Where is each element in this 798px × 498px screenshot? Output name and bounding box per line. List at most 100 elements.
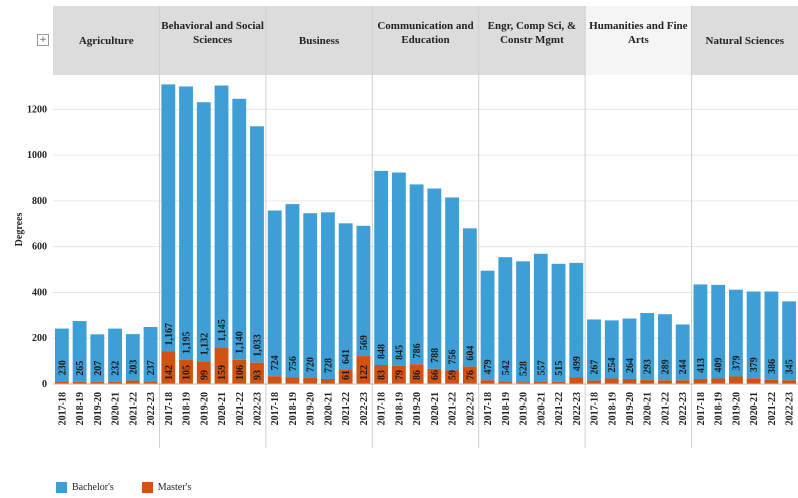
bar-masters-business-2020-21[interactable] <box>321 378 335 384</box>
bar-masters-natural-sciences-2020-21[interactable] <box>746 378 761 384</box>
bar-bachelors-natural-sciences-2021-22[interactable] <box>764 291 779 380</box>
bar-masters-engr-comp-sci-constr-mgmt-2019-20[interactable] <box>516 382 530 384</box>
bar-masters-humanities-and-fine-arts-2018-19[interactable] <box>604 378 619 384</box>
panel-header-business[interactable] <box>265 6 373 75</box>
bar-bachelors-business-2020-21[interactable] <box>321 212 335 379</box>
x-tick-label-behavioral-and-social-sciences-2022-23: 2022-23 <box>252 392 263 425</box>
bar-bachelors-communication-and-education-2017-18[interactable] <box>374 170 389 366</box>
bar-bachelors-behavioral-and-social-sciences-2018-19[interactable] <box>179 86 193 360</box>
y-tick-label: 600 <box>32 242 47 253</box>
bar-masters-agriculture-2022-23[interactable] <box>143 381 158 384</box>
bar-bachelors-behavioral-and-social-sciences-2020-21[interactable] <box>214 85 229 348</box>
bar-bachelors-agriculture-2022-23[interactable] <box>143 327 158 382</box>
bar-bachelors-agriculture-2017-18[interactable] <box>54 328 69 382</box>
bar-masters-business-2018-19[interactable] <box>285 377 300 384</box>
bar-masters-communication-and-education-2017-18[interactable] <box>374 365 389 384</box>
bar-bachelors-humanities-and-fine-arts-2018-19[interactable] <box>604 320 619 379</box>
bar-bachelors-engr-comp-sci-constr-mgmt-2019-20[interactable] <box>516 261 530 383</box>
bar-masters-natural-sciences-2022-23[interactable] <box>782 380 797 384</box>
bar-bachelors-business-2018-19[interactable] <box>285 204 300 378</box>
bar-masters-natural-sciences-2018-19[interactable] <box>711 378 726 384</box>
bar-masters-humanities-and-fine-arts-2017-18[interactable] <box>587 380 601 384</box>
bar-bachelors-humanities-and-fine-arts-2019-20[interactable] <box>622 318 637 379</box>
bar-bachelors-natural-sciences-2022-23[interactable] <box>782 301 797 381</box>
panel-header-engr-comp-sci-constr-mgmt[interactable] <box>478 6 586 75</box>
x-tick-label-communication-and-education-2020-21: 2020-21 <box>430 392 441 425</box>
x-tick-label-business-2018-19: 2018-19 <box>288 392 299 425</box>
bar-bachelors-behavioral-and-social-sciences-2019-20[interactable] <box>196 102 211 362</box>
bar-masters-engr-comp-sci-constr-mgmt-2020-21[interactable] <box>533 381 548 384</box>
bar-bachelors-natural-sciences-2020-21[interactable] <box>746 291 761 379</box>
bar-bachelors-humanities-and-fine-arts-2020-21[interactable] <box>640 313 655 381</box>
bar-bachelors-agriculture-2021-22[interactable] <box>125 334 140 381</box>
bar-bachelors-humanities-and-fine-arts-2022-23[interactable] <box>675 324 690 381</box>
bar-masters-engr-comp-sci-constr-mgmt-2017-18[interactable] <box>480 380 495 384</box>
bar-bachelors-communication-and-education-2020-21[interactable] <box>427 188 442 369</box>
bar-bachelors-natural-sciences-2019-20[interactable] <box>728 289 743 377</box>
bar-bachelors-communication-and-education-2019-20[interactable] <box>409 184 424 365</box>
bar-bachelors-business-2017-18[interactable] <box>267 210 282 377</box>
panel-header-communication-and-education[interactable] <box>372 6 479 75</box>
bar-bachelors-natural-sciences-2018-19[interactable] <box>711 284 726 379</box>
bar-masters-behavioral-and-social-sciences-2020-21[interactable] <box>214 347 229 384</box>
bar-bachelors-engr-comp-sci-constr-mgmt-2022-23[interactable] <box>569 262 584 378</box>
bar-masters-agriculture-2021-22[interactable] <box>125 380 140 384</box>
bar-bachelors-engr-comp-sci-constr-mgmt-2018-19[interactable] <box>498 257 513 382</box>
bar-masters-engr-comp-sci-constr-mgmt-2018-19[interactable] <box>498 381 513 384</box>
bar-bachelors-engr-comp-sci-constr-mgmt-2020-21[interactable] <box>533 253 548 382</box>
bar-masters-behavioral-and-social-sciences-2018-19[interactable] <box>179 359 193 384</box>
bar-bachelors-humanities-and-fine-arts-2017-18[interactable] <box>587 319 601 381</box>
bar-masters-business-2022-23[interactable] <box>356 356 371 384</box>
bar-masters-behavioral-and-social-sciences-2022-23[interactable] <box>250 362 264 384</box>
bar-masters-agriculture-2020-21[interactable] <box>108 381 123 384</box>
bar-masters-natural-sciences-2021-22[interactable] <box>764 379 779 384</box>
bar-masters-humanities-and-fine-arts-2022-23[interactable] <box>675 380 690 384</box>
bar-bachelors-engr-comp-sci-constr-mgmt-2021-22[interactable] <box>551 263 566 382</box>
bar-masters-behavioral-and-social-sciences-2017-18[interactable] <box>161 351 176 384</box>
bar-masters-business-2019-20[interactable] <box>303 378 318 384</box>
bar-masters-natural-sciences-2017-18[interactable] <box>693 378 708 384</box>
bar-bachelors-agriculture-2020-21[interactable] <box>108 328 123 382</box>
bar-bachelors-business-2021-22[interactable] <box>338 223 353 371</box>
bar-bachelors-communication-and-education-2022-23[interactable] <box>462 228 477 367</box>
bar-bachelors-business-2022-23[interactable] <box>356 225 371 357</box>
bar-label-bachelors-engr-comp-sci-constr-mgmt-2019-20: 528 <box>519 361 530 376</box>
bar-masters-humanities-and-fine-arts-2020-21[interactable] <box>640 380 655 384</box>
bar-masters-agriculture-2017-18[interactable] <box>54 381 69 384</box>
bar-bachelors-communication-and-education-2021-22[interactable] <box>445 197 460 371</box>
bar-masters-business-2021-22[interactable] <box>338 370 353 384</box>
x-tick-label-business-2022-23: 2022-23 <box>359 392 370 425</box>
bar-bachelors-natural-sciences-2017-18[interactable] <box>693 284 708 379</box>
bar-masters-engr-comp-sci-constr-mgmt-2022-23[interactable] <box>569 377 584 384</box>
bar-bachelors-behavioral-and-social-sciences-2017-18[interactable] <box>161 84 176 352</box>
bar-masters-behavioral-and-social-sciences-2021-22[interactable] <box>232 359 247 384</box>
bar-masters-communication-and-education-2018-19[interactable] <box>391 365 406 384</box>
bar-masters-humanities-and-fine-arts-2021-22[interactable] <box>658 380 672 384</box>
bar-masters-business-2017-18[interactable] <box>267 376 282 384</box>
panel-header-natural-sciences[interactable] <box>691 6 798 75</box>
bar-masters-behavioral-and-social-sciences-2019-20[interactable] <box>196 361 211 384</box>
bar-masters-communication-and-education-2021-22[interactable] <box>445 370 460 384</box>
bar-bachelors-behavioral-and-social-sciences-2022-23[interactable] <box>250 126 264 363</box>
bar-bachelors-behavioral-and-social-sciences-2021-22[interactable] <box>232 98 247 360</box>
bar-masters-agriculture-2019-20[interactable] <box>90 381 105 384</box>
bar-bachelors-agriculture-2019-20[interactable] <box>90 334 105 382</box>
bar-bachelors-communication-and-education-2018-19[interactable] <box>391 172 406 366</box>
bar-masters-natural-sciences-2019-20[interactable] <box>728 376 743 384</box>
bar-masters-engr-comp-sci-constr-mgmt-2021-22[interactable] <box>551 381 566 384</box>
legend-item-bachelors[interactable]: Bachelor's <box>56 482 114 493</box>
bar-masters-humanities-and-fine-arts-2019-20[interactable] <box>622 378 637 384</box>
panel-header-behavioral-and-social-sciences[interactable] <box>159 6 266 75</box>
bar-masters-communication-and-education-2019-20[interactable] <box>409 364 424 384</box>
bar-bachelors-agriculture-2018-19[interactable] <box>72 321 87 382</box>
bar-masters-agriculture-2018-19[interactable] <box>72 381 87 384</box>
expand-icon[interactable]: + <box>37 34 49 46</box>
bar-masters-communication-and-education-2022-23[interactable] <box>462 366 477 384</box>
panel-header-agriculture[interactable] <box>53 6 160 75</box>
bar-masters-communication-and-education-2020-21[interactable] <box>427 368 442 384</box>
bar-bachelors-engr-comp-sci-constr-mgmt-2017-18[interactable] <box>480 270 495 381</box>
bar-bachelors-humanities-and-fine-arts-2021-22[interactable] <box>658 314 672 381</box>
bar-bachelors-business-2019-20[interactable] <box>303 213 318 379</box>
legend-item-masters[interactable]: Master's <box>141 482 191 493</box>
panel-header-humanities-and-fine-arts[interactable] <box>585 6 692 75</box>
